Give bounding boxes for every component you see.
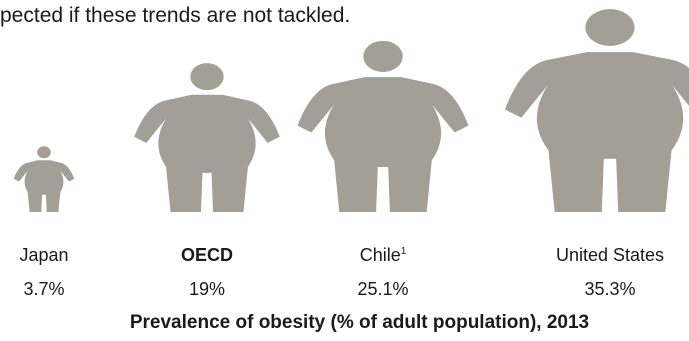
figure-chile xyxy=(297,40,469,213)
value-label: 25.1% xyxy=(357,279,409,299)
country-name-label: Japan xyxy=(19,245,69,265)
value-label: 35.3% xyxy=(584,279,636,299)
value-label: 3.7% xyxy=(23,279,65,299)
country-name-label: United States xyxy=(555,245,665,265)
figure-oecd xyxy=(134,63,280,212)
figure-united-states xyxy=(504,9,689,212)
figure-japan xyxy=(13,146,75,212)
value-label: 19% xyxy=(188,279,226,299)
intro-text: pected if these trends are not tackled. xyxy=(0,4,351,27)
footnote-marker: 1 xyxy=(400,246,407,257)
country-name-label: OECD xyxy=(180,245,233,265)
country-name-label: Chile1 xyxy=(359,245,407,265)
chart-title: Prevalence of obesity (% of adult popula… xyxy=(129,312,590,333)
